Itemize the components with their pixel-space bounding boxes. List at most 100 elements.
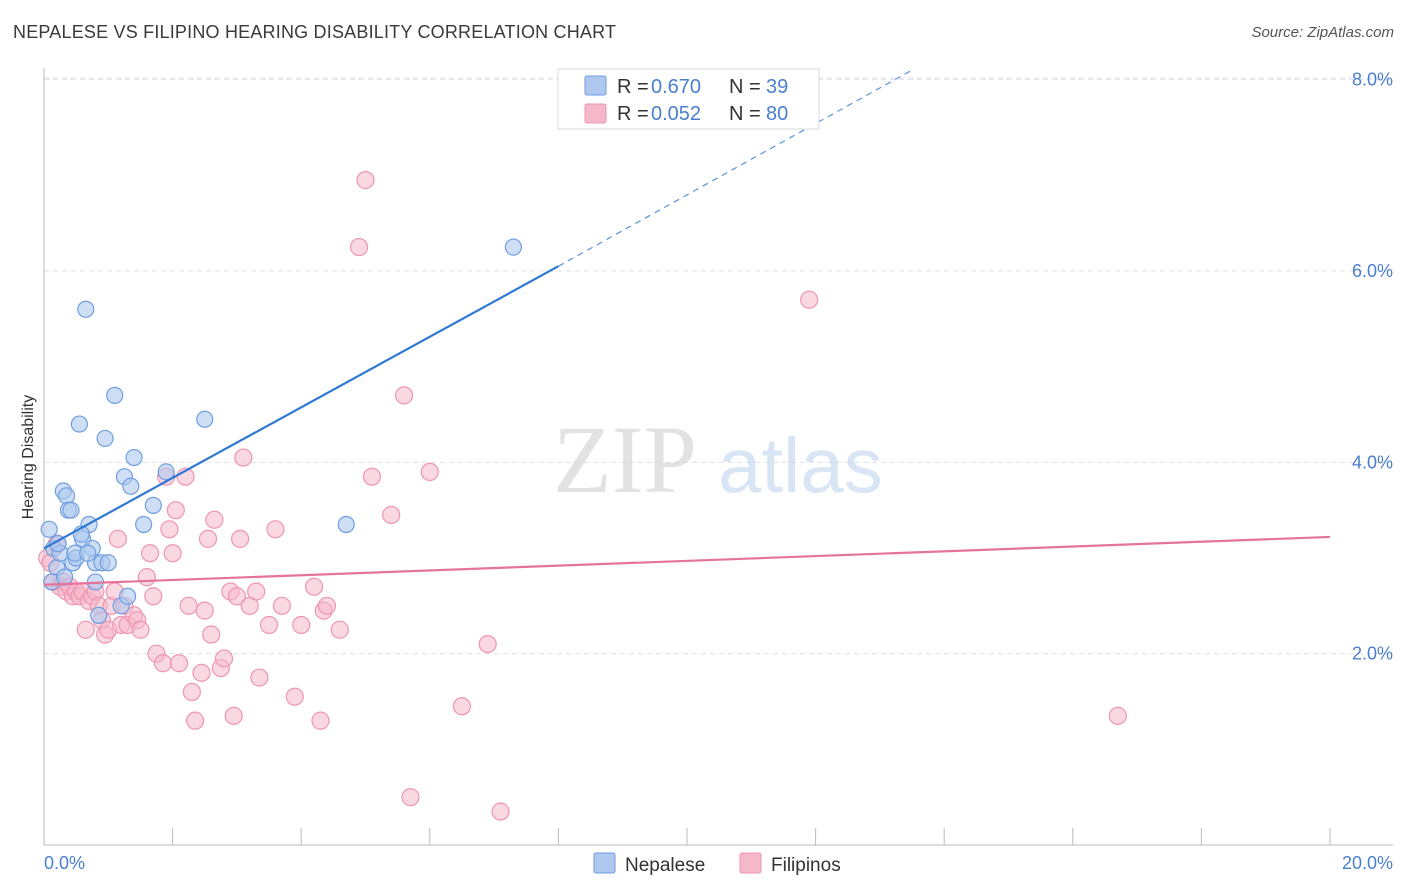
x-tick-label-max: 20.0% [1342, 853, 1393, 873]
filipino-point-54 [234, 448, 253, 467]
legend-r-value-1: 0.670 [651, 76, 701, 98]
nepalese-point-35 [55, 568, 74, 586]
filipino-point-78 [800, 290, 819, 309]
nepalese-point-5 [57, 487, 76, 505]
filipino-point-73 [401, 788, 420, 807]
x-tick-label-min: 0.0% [44, 853, 85, 873]
y-tick-labels: 2.0% 4.0% 6.0% 8.0% [1352, 70, 1393, 664]
chart-title: NEPALESE VS FILIPINO HEARING DISABILITY … [13, 22, 617, 42]
y-axis-label: Hearing Disability [20, 395, 37, 520]
legend-swatch-filipinos [584, 103, 607, 124]
nepalese-point-12 [77, 300, 95, 318]
bottom-legend-swatch-nepalese [593, 852, 616, 874]
filipino-point-69 [356, 171, 375, 190]
filipino-point-76 [478, 634, 497, 654]
nepalese-point-30 [196, 410, 214, 428]
filipino-point-43 [192, 663, 211, 682]
filipino-point-37 [166, 501, 185, 520]
filipino-point-58 [259, 615, 279, 635]
nepalese-point-17 [90, 606, 108, 625]
series-legend: Nepalese Filipinos [593, 852, 841, 876]
nepalese-point-32 [504, 238, 522, 256]
nepalese-trend-extension [558, 69, 913, 267]
filipino-point-68 [349, 237, 369, 257]
filipino-point-63 [304, 577, 324, 596]
filipino-point-79 [1108, 706, 1127, 725]
nepalese-points [40, 238, 522, 625]
nepalese-point-38 [79, 544, 97, 562]
y-tick-label-6: 6.0% [1352, 261, 1393, 281]
filipino-point-62 [292, 615, 311, 635]
nepalese-point-27 [135, 515, 153, 534]
filipino-point-42 [186, 711, 205, 730]
nepalese-point-10 [70, 415, 88, 433]
filipino-point-74 [420, 462, 439, 481]
filipino-point-72 [394, 386, 414, 405]
filipino-point-30 [140, 544, 160, 563]
watermark-atlas: atlas [718, 421, 883, 509]
bottom-legend-nepalese: Nepalese [625, 855, 705, 876]
filipino-point-71 [382, 505, 401, 525]
filipino-point-35 [160, 520, 179, 539]
filipino-point-44 [195, 601, 214, 620]
legend-n-label-1: N = [729, 76, 761, 98]
nepalese-point-26 [125, 448, 143, 467]
legend-r-value-2: 0.052 [651, 103, 701, 125]
legend-n-value-2: 80 [766, 103, 788, 125]
correlation-legend: R = 0.670 N = 39 R = 0.052 N = 80 [557, 68, 820, 130]
filipino-point-36 [163, 544, 182, 563]
nepalese-point-19 [96, 429, 114, 448]
source-label: Source: ZipAtlas.com [1251, 24, 1394, 41]
filipino-trend-line [43, 535, 1331, 586]
filipino-point-56 [247, 582, 266, 601]
filipino-point-61 [285, 687, 304, 706]
legend-n-label-2: N = [729, 103, 761, 125]
y-tick-label-8: 8.0% [1352, 70, 1393, 90]
bottom-legend-swatch-filipinos [739, 852, 762, 874]
filipino-point-59 [266, 520, 285, 539]
filipino-point-70 [362, 467, 382, 486]
filipino-point-67 [330, 620, 349, 639]
filipino-point-31 [144, 587, 163, 606]
nepalese-point-29 [157, 463, 175, 481]
nepalese-point-21 [106, 386, 124, 404]
filipino-point-22 [108, 529, 128, 548]
legend-r-label-1: R = [617, 76, 649, 98]
nepalese-point-0 [40, 520, 58, 538]
nepalese-point-28 [144, 496, 162, 514]
watermark-zip: ZIP [553, 406, 697, 513]
filipino-point-57 [250, 668, 269, 687]
filipino-point-41 [182, 682, 201, 702]
nepalese-point-24 [118, 587, 137, 605]
filipino-point-47 [205, 510, 224, 529]
legend-r-label-2: R = [617, 103, 649, 125]
nepalese-point-25 [122, 477, 140, 495]
filipino-point-12 [76, 620, 95, 639]
filipino-point-51 [224, 706, 243, 725]
nepalese-point-7 [62, 501, 80, 519]
trend-lines [43, 69, 1331, 586]
filipino-point-53 [231, 529, 250, 548]
filipino-point-38 [169, 654, 189, 673]
filipino-point-33 [153, 654, 173, 673]
filipino-point-46 [202, 625, 221, 644]
filipino-point-29 [137, 568, 156, 587]
filipino-point-77 [491, 802, 510, 821]
nepalese-trend-line [43, 265, 559, 550]
bottom-legend-filipinos: Filipinos [771, 855, 841, 876]
filipino-point-60 [272, 596, 292, 615]
y-tick-label-2: 2.0% [1352, 644, 1393, 664]
filipino-point-40 [179, 596, 198, 615]
filipino-point-45 [198, 529, 218, 548]
filipino-point-52 [227, 587, 246, 606]
legend-swatch-nepalese [584, 75, 607, 96]
filipino-point-28 [131, 620, 150, 639]
legend-n-value-1: 39 [766, 76, 788, 98]
filipino-point-64 [311, 711, 330, 730]
filipino-point-66 [317, 596, 337, 615]
y-tick-label-4: 4.0% [1352, 452, 1393, 472]
gridlines [44, 77, 1393, 655]
filipino-point-75 [452, 697, 472, 716]
nepalese-point-31 [337, 515, 355, 534]
